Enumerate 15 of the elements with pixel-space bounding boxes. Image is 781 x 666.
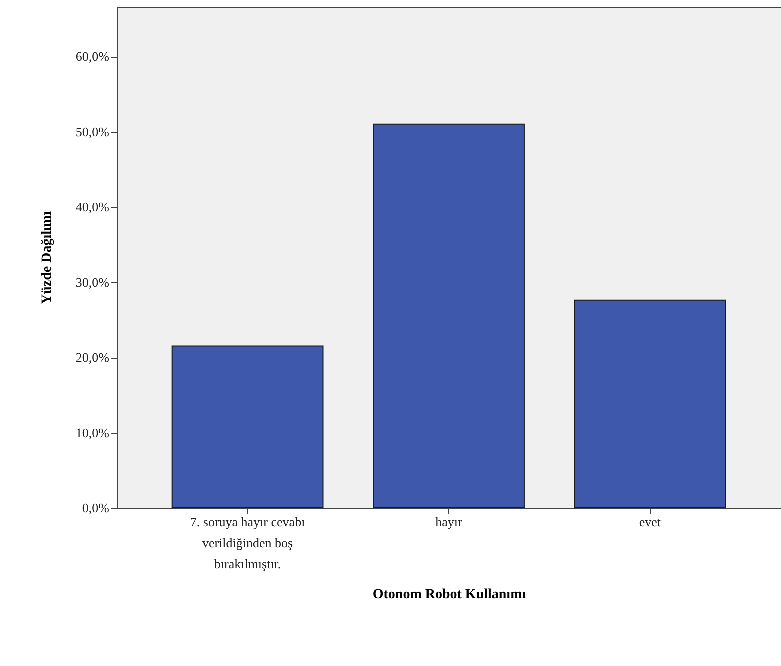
y-tick-label: 20,0%	[76, 350, 110, 366]
y-axis-title: Yüzde Dağılımı	[40, 211, 55, 304]
bar	[172, 346, 324, 508]
x-tick-label: evet	[639, 514, 662, 530]
y-tick-label: 30,0%	[76, 274, 110, 290]
y-tick-label: 10,0%	[76, 425, 110, 440]
bar	[373, 124, 525, 508]
x-axis-title: Otonom Robot Kullanımı	[372, 588, 526, 602]
x-tick-label: hayır	[436, 514, 464, 530]
y-tick-label: 60,0%	[76, 49, 110, 64]
y-tick-label: 0,0%	[82, 500, 110, 516]
x-tick-label: 7. soruya hayır cevabı verildiğinden boş bırakılmıştır.	[190, 514, 306, 572]
y-tick-label: 40,0%	[76, 200, 110, 215]
y-tick-label: 50,0%	[76, 124, 110, 140]
bar	[574, 300, 726, 508]
